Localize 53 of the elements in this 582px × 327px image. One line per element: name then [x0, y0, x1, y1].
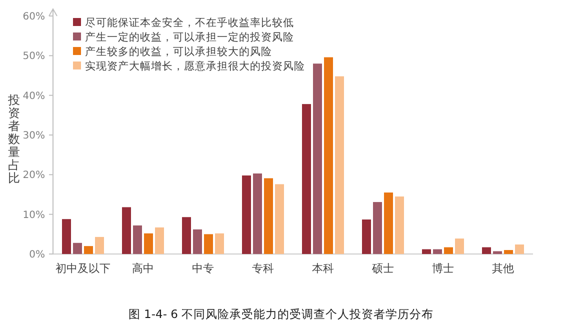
- bar: [133, 225, 142, 254]
- y-tick-label: 50%: [22, 51, 45, 62]
- bar: [384, 192, 393, 254]
- x-tick-label: 本科: [312, 262, 334, 275]
- bar: [253, 173, 262, 254]
- bar: [84, 246, 93, 254]
- bar: [422, 249, 431, 254]
- y-axis-title: 投资者数量占比: [7, 93, 20, 185]
- bar: [182, 217, 191, 254]
- bar: [455, 238, 464, 254]
- bar: [324, 57, 333, 254]
- bar: [144, 233, 153, 254]
- x-tick-label: 初中及以下: [56, 262, 110, 275]
- legend-label: 尽可能保证本金安全，不在乎收益率比较低: [85, 16, 294, 29]
- y-tick-label: 20%: [22, 170, 45, 182]
- bar: [444, 247, 453, 254]
- bar: [264, 178, 273, 254]
- bar: [95, 236, 104, 254]
- legend-label: 实现资产大幅增长，愿意承担很大的投资风险: [85, 60, 305, 72]
- legend-label: 产生一定的收益，可以承担一定的投资风险: [85, 30, 294, 44]
- bar: [395, 196, 404, 254]
- bar: [275, 184, 284, 254]
- bar: [242, 175, 251, 254]
- bar: [62, 219, 71, 254]
- bar: [73, 242, 82, 254]
- bar: [482, 247, 491, 254]
- bar: [335, 76, 344, 254]
- bar: [204, 234, 213, 254]
- bar: [193, 229, 202, 254]
- x-tick-label: 硕士: [371, 262, 394, 275]
- bar: [155, 227, 164, 254]
- bar: [313, 64, 322, 254]
- bar: [302, 104, 311, 254]
- bar: [373, 202, 382, 254]
- legend-label: 产生较多的收益，可以承担较大的风险: [85, 45, 272, 58]
- bar: [362, 219, 371, 254]
- x-tick-label: 中专: [192, 262, 214, 275]
- y-tick-label: 40%: [22, 90, 45, 102]
- x-tick-label: 专科: [252, 262, 274, 275]
- x-tick-label: 其他: [492, 262, 514, 275]
- text: 图 1-4- 6 不同风险承受能力的受调查个人投资者学历分布: [128, 307, 434, 321]
- bar: [493, 251, 502, 254]
- x-tick-label: 高中: [132, 262, 154, 275]
- bar: [504, 250, 513, 254]
- bar: [515, 244, 524, 254]
- y-tick-label: 0%: [29, 250, 45, 260]
- bar: [122, 207, 131, 254]
- bar: [433, 249, 442, 254]
- y-tick-label: 60%: [22, 12, 45, 22]
- y-tick-label: 30%: [22, 130, 45, 142]
- y-tick-label: 10%: [22, 210, 45, 221]
- bar: [215, 233, 224, 254]
- x-tick-label: 博士: [432, 262, 454, 275]
